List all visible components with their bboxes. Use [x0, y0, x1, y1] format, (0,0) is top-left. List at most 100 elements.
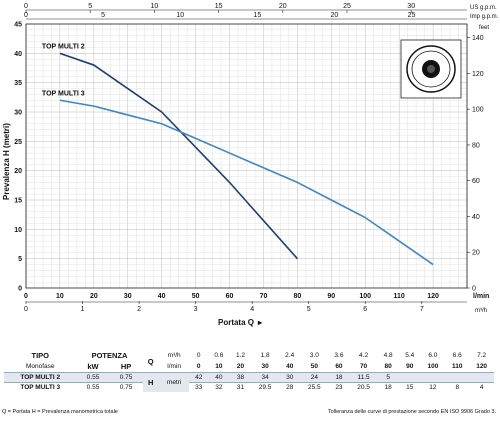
h-cell: 25.5: [300, 382, 329, 392]
top-tick-imp: 10: [176, 12, 184, 19]
h-label: H: [142, 372, 159, 392]
h-cell: 40: [208, 372, 230, 383]
y-tick-label: 0: [18, 286, 22, 293]
unit-m3h-cell: m³/h: [167, 352, 181, 359]
top-tick-us: 15: [215, 3, 223, 10]
h-cell: 32: [208, 382, 230, 392]
h-cell: 12: [420, 382, 446, 392]
unit-lmin-cell: l/min: [167, 363, 181, 370]
m3h-cell: 4.2: [359, 352, 369, 359]
q-label: Q: [147, 356, 154, 366]
col-hp: HP: [120, 362, 132, 371]
hp-value: 0.75: [109, 372, 143, 383]
y-tick-label: 5: [18, 256, 22, 263]
x2-tick-label: 0: [24, 306, 28, 313]
x-tick-label: 100: [359, 293, 371, 300]
m3h-cell: 1.8: [260, 352, 270, 359]
col-tipo-sub: Monofase: [25, 363, 55, 370]
top-tick-us: 25: [343, 3, 351, 10]
x-tick-label: 70: [260, 293, 268, 300]
top-tick-us: 5: [88, 3, 92, 10]
x-tick-label: 80: [293, 293, 301, 300]
series-label-1: TOP MULTI 2: [42, 43, 85, 50]
h-cell: [469, 372, 494, 383]
lmin-cell: 110: [452, 363, 463, 370]
table-row: TOP MULTI 2 0.55 0.75 H metri 42 40 38 3…: [4, 372, 494, 392]
x-tick-label: 20: [90, 293, 98, 300]
kw-value: 0.55: [76, 372, 110, 383]
feet-tick-label: 120: [472, 71, 484, 78]
x2-tick-label: 2: [137, 306, 141, 313]
x-tick-label: 10: [56, 293, 64, 300]
lmin-cell: 80: [384, 363, 392, 370]
m3h-cell: 4.8: [383, 352, 393, 359]
y-tick-label: 35: [14, 80, 22, 87]
top-tick-imp: 20: [331, 12, 339, 19]
x2-tick-label: 4: [250, 306, 254, 313]
x-tick-label: 90: [327, 293, 335, 300]
lmin-cell: 40: [286, 363, 294, 370]
lmin-cell: 0: [196, 363, 201, 370]
y-tick-label: 10: [14, 227, 22, 234]
h-cell: 28: [278, 382, 301, 392]
top-tick-us: 20: [279, 3, 287, 10]
y-tick-label: 20: [14, 168, 22, 175]
chart-grid: [25, 23, 468, 289]
feet-tick-label: 140: [472, 35, 484, 42]
series-label-2: TOP MULTI 3: [42, 90, 85, 97]
y-tick-label: 15: [14, 198, 22, 205]
model-name: TOP MULTI 2: [4, 372, 77, 383]
feet-tick-label: 40: [472, 214, 480, 221]
m3h-cell: 7.2: [477, 352, 487, 359]
h-cell: 34: [251, 372, 279, 383]
x-tick-label: 60: [226, 293, 234, 300]
h-cell: 42: [189, 372, 209, 383]
unit-feet: feet: [479, 25, 489, 31]
x-tick-label: 30: [124, 293, 132, 300]
feet-tick-label: 100: [472, 107, 484, 114]
y-tick-label: 45: [14, 22, 22, 29]
table-row: TOP MULTI 3 0.55 0.75 33 32 31 29.5 28 2…: [4, 382, 494, 392]
unit-lmin: l/min: [473, 293, 489, 300]
m3h-cell: 6.6: [452, 352, 462, 359]
h-cell: 24: [300, 372, 329, 383]
top-tick-us: 0: [24, 3, 28, 10]
h-cell: 20.5: [349, 382, 378, 392]
footer-tolerance: Tolleranza delle curve di prestazione se…: [327, 409, 496, 415]
lmin-cell: 60: [335, 363, 343, 370]
x-tick-label: 120: [427, 293, 439, 300]
col-potenza: POTENZA: [91, 351, 128, 360]
m3h-cell: 3.6: [334, 352, 344, 359]
series-line-1: [59, 52, 298, 260]
m3h-cell: 0: [196, 352, 201, 359]
h-cell: [420, 372, 446, 383]
model-name: TOP MULTI 3: [4, 382, 77, 392]
h-cell: 29.5: [251, 382, 279, 392]
h-cell: 15: [398, 382, 421, 392]
h-cell: 30: [278, 372, 301, 383]
spec-table: TIPO POTENZA Q m³/h 0 0.6 1.2 1.8 2.4 3.…: [4, 350, 494, 392]
top-tick-us: 30: [407, 3, 415, 10]
h-cell: 38: [229, 372, 252, 383]
top-tick-imp: 5: [101, 12, 105, 19]
col-tipo: TIPO: [31, 351, 49, 360]
feet-tick-label: 80: [472, 142, 480, 149]
footer-legend: Q = Portata H = Prevalenza manometrica t…: [2, 409, 118, 415]
feet-tick-label: 20: [472, 250, 480, 257]
feet-tick-label: 0: [472, 286, 476, 293]
hp-value: 0.75: [109, 382, 143, 392]
lmin-cell: 50: [310, 363, 318, 370]
h-cell: 11.5: [349, 372, 378, 383]
m3h-cell: 5.4: [405, 352, 415, 359]
y-tick-label: 40: [14, 51, 22, 58]
top-tick-us: 10: [151, 3, 159, 10]
x-axis-label: Portata Q: [218, 318, 254, 327]
lmin-cell: 20: [236, 363, 245, 370]
lmin-cell: 30: [261, 363, 269, 370]
h-cell: 31: [229, 382, 252, 392]
plot-frame: [25, 23, 468, 289]
top-tick-imp: 0: [24, 12, 28, 19]
col-kw: kW: [87, 362, 99, 371]
lmin-cell: 10: [215, 363, 223, 370]
unit-m3h: m³/h: [475, 308, 487, 314]
